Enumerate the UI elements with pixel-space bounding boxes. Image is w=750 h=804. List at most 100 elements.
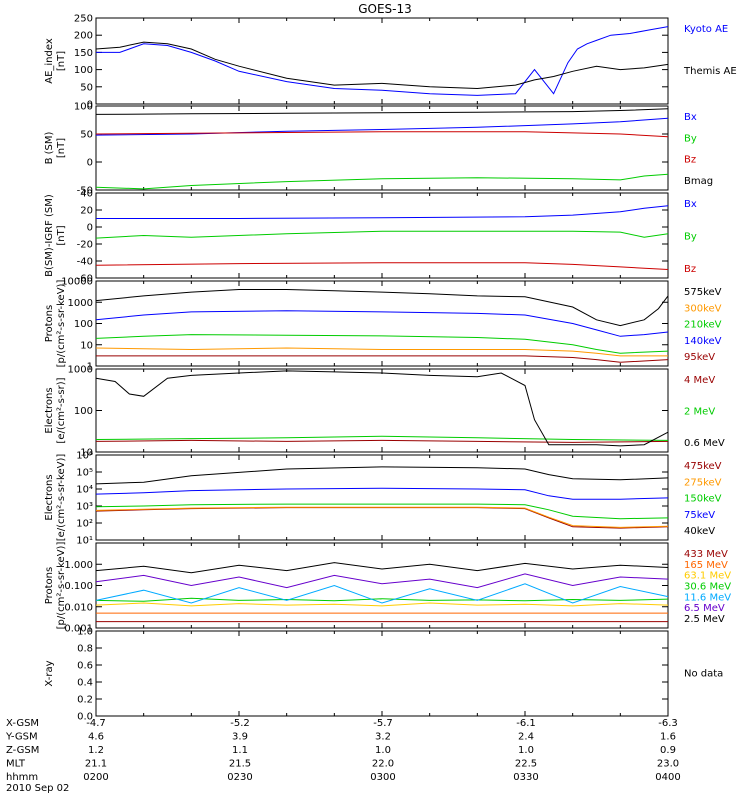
y-tick-label: 0.0	[77, 712, 93, 723]
y-tick-label: -60	[77, 274, 93, 285]
series-line-b-bmag	[95, 108, 669, 115]
legend-entry: By	[684, 232, 697, 243]
legend-entry: 4 MeV	[684, 375, 715, 386]
y-axis-label: Electrons	[44, 387, 55, 433]
legend-entry: Kyoto AE	[684, 24, 728, 35]
y-tick-label: 1.0	[77, 627, 93, 638]
legend-entry: 140keV	[684, 336, 722, 347]
legend-entry: 300keV	[684, 303, 722, 314]
series-line-protons_hi-2-5-mev	[95, 562, 669, 574]
y-tick-label: 10000	[61, 277, 93, 288]
y-tick-label: 0.8	[77, 644, 93, 655]
y-axis-label: B (SM)	[44, 131, 55, 164]
y-axis-unit: [p/(cm²-s-sr-keV)]	[56, 542, 67, 630]
legend-entry: 210keV	[684, 320, 722, 331]
y-tick-label: 0.6	[77, 661, 93, 672]
series-line-protons-575kev	[95, 289, 669, 327]
y-axis-unit: [p/(cm²-s-sr-keV)]	[56, 280, 67, 368]
legend-entry: 0.6 MeV	[684, 438, 725, 449]
y-tick-label: 200	[74, 31, 93, 42]
legend-entry: 63.1 MeV	[684, 571, 731, 582]
legend-entry: 165 MeV	[684, 560, 728, 571]
series-line-protons-210kev	[95, 334, 669, 354]
legend-entry: Bz	[684, 264, 696, 275]
legend-entry: 30.6 MeV	[684, 582, 731, 593]
y-tick-label: 100	[74, 319, 93, 330]
legend-entry: 40keV	[684, 526, 715, 537]
ephemeris-value: 3.9	[232, 732, 248, 743]
series-line-bdiff-bz	[95, 262, 669, 270]
panel-frame-b	[95, 105, 669, 191]
y-tick-label: 0.2	[77, 695, 93, 706]
y-axis-label: Protons	[44, 305, 55, 342]
y-tick-label: 0.4	[77, 678, 93, 689]
series-line-bdiff-by	[95, 230, 669, 239]
ephemeris-value: 1.0	[518, 745, 534, 756]
legend-entry: Themis AE	[683, 66, 737, 77]
panel-frame-protons	[95, 280, 669, 367]
y-tick-label: 10¹	[76, 536, 93, 547]
series-line-b-by	[95, 173, 669, 190]
ephemeris-value: -4.7	[86, 718, 106, 729]
y-tick-label: 0.001	[64, 624, 93, 635]
ephemeris-value: 0230	[227, 772, 252, 783]
y-tick-label: -40	[77, 257, 93, 268]
y-tick-label: 1.000	[64, 560, 93, 571]
panel-frame-xray	[95, 630, 669, 717]
series-line-protons_hi-6-5-mev	[95, 573, 669, 589]
ephemeris-row-label: hhmm	[6, 772, 38, 783]
legend-entry: 75keV	[684, 510, 715, 521]
legend-entry: 433 MeV	[684, 549, 728, 560]
ephemeris-value: 0300	[370, 772, 395, 783]
legend-entry: 95keV	[684, 352, 715, 363]
y-tick-label: -50	[77, 186, 93, 197]
series-line-electrons1-4-mev	[95, 439, 669, 443]
y-tick-label: 1	[87, 362, 93, 373]
ephemeris-value: -6.3	[658, 718, 678, 729]
ephemeris-value: -5.7	[373, 718, 393, 729]
series-line-protons-140kev	[95, 310, 669, 337]
ephemeris-value: 1.6	[660, 732, 676, 743]
y-tick-label: 50	[80, 82, 93, 93]
ephemeris-value: 22.5	[515, 759, 537, 770]
ephemeris-value: 2.4	[518, 732, 534, 743]
series-line-ae-kyoto-ae	[96, 26, 669, 96]
legend-entry: Bmag	[684, 176, 713, 187]
series-line-electrons2-475kev	[95, 507, 669, 529]
series-line-electrons2-40kev	[95, 466, 669, 485]
y-tick-label: 10⁴	[76, 485, 93, 496]
y-tick-label: 40	[80, 189, 93, 200]
panel-frame-ae	[95, 17, 669, 105]
series-line-bdiff-bx	[96, 205, 669, 219]
series-line-protons_hi-30-6-mev	[95, 597, 669, 602]
y-axis-unit: [e/(cm²-s-sr)]	[56, 377, 67, 443]
legend-entry: 2 MeV	[684, 407, 715, 418]
y-tick-label: 250	[74, 14, 93, 25]
ephemeris-value: 3.2	[375, 732, 391, 743]
series-line-b-bz	[95, 131, 669, 138]
ephemeris-value: 0330	[513, 772, 538, 783]
y-axis-label: Electrons	[44, 474, 55, 520]
y-tick-label: 50	[80, 130, 93, 141]
legend-entry: By	[684, 133, 697, 144]
ephemeris-value: 1.2	[88, 745, 104, 756]
y-tick-label: 20	[80, 206, 93, 217]
y-axis-label: B(SM)-IGRF (SM)	[44, 194, 55, 277]
y-axis-unit: [nT]	[56, 225, 67, 245]
ephemeris-value: 1.1	[232, 745, 248, 756]
series-line-protons_hi-63-1-mev	[95, 602, 669, 607]
y-axis-label: Protons	[44, 567, 55, 604]
legend-entry: 575keV	[684, 287, 722, 298]
series-line-protons-95kev	[96, 355, 669, 363]
y-tick-label: 10	[80, 340, 93, 351]
y-tick-label: 0	[87, 223, 93, 234]
series-line-electrons2-275kev	[95, 506, 669, 528]
chart-title: GOES-13	[358, 2, 412, 16]
no-data-note: No data	[684, 669, 723, 680]
y-axis-label: X-ray	[44, 660, 55, 686]
y-axis-label: AE_index	[44, 38, 55, 84]
y-tick-label: 100	[74, 406, 93, 417]
ephemeris-row-label: X-GSM	[6, 718, 39, 729]
